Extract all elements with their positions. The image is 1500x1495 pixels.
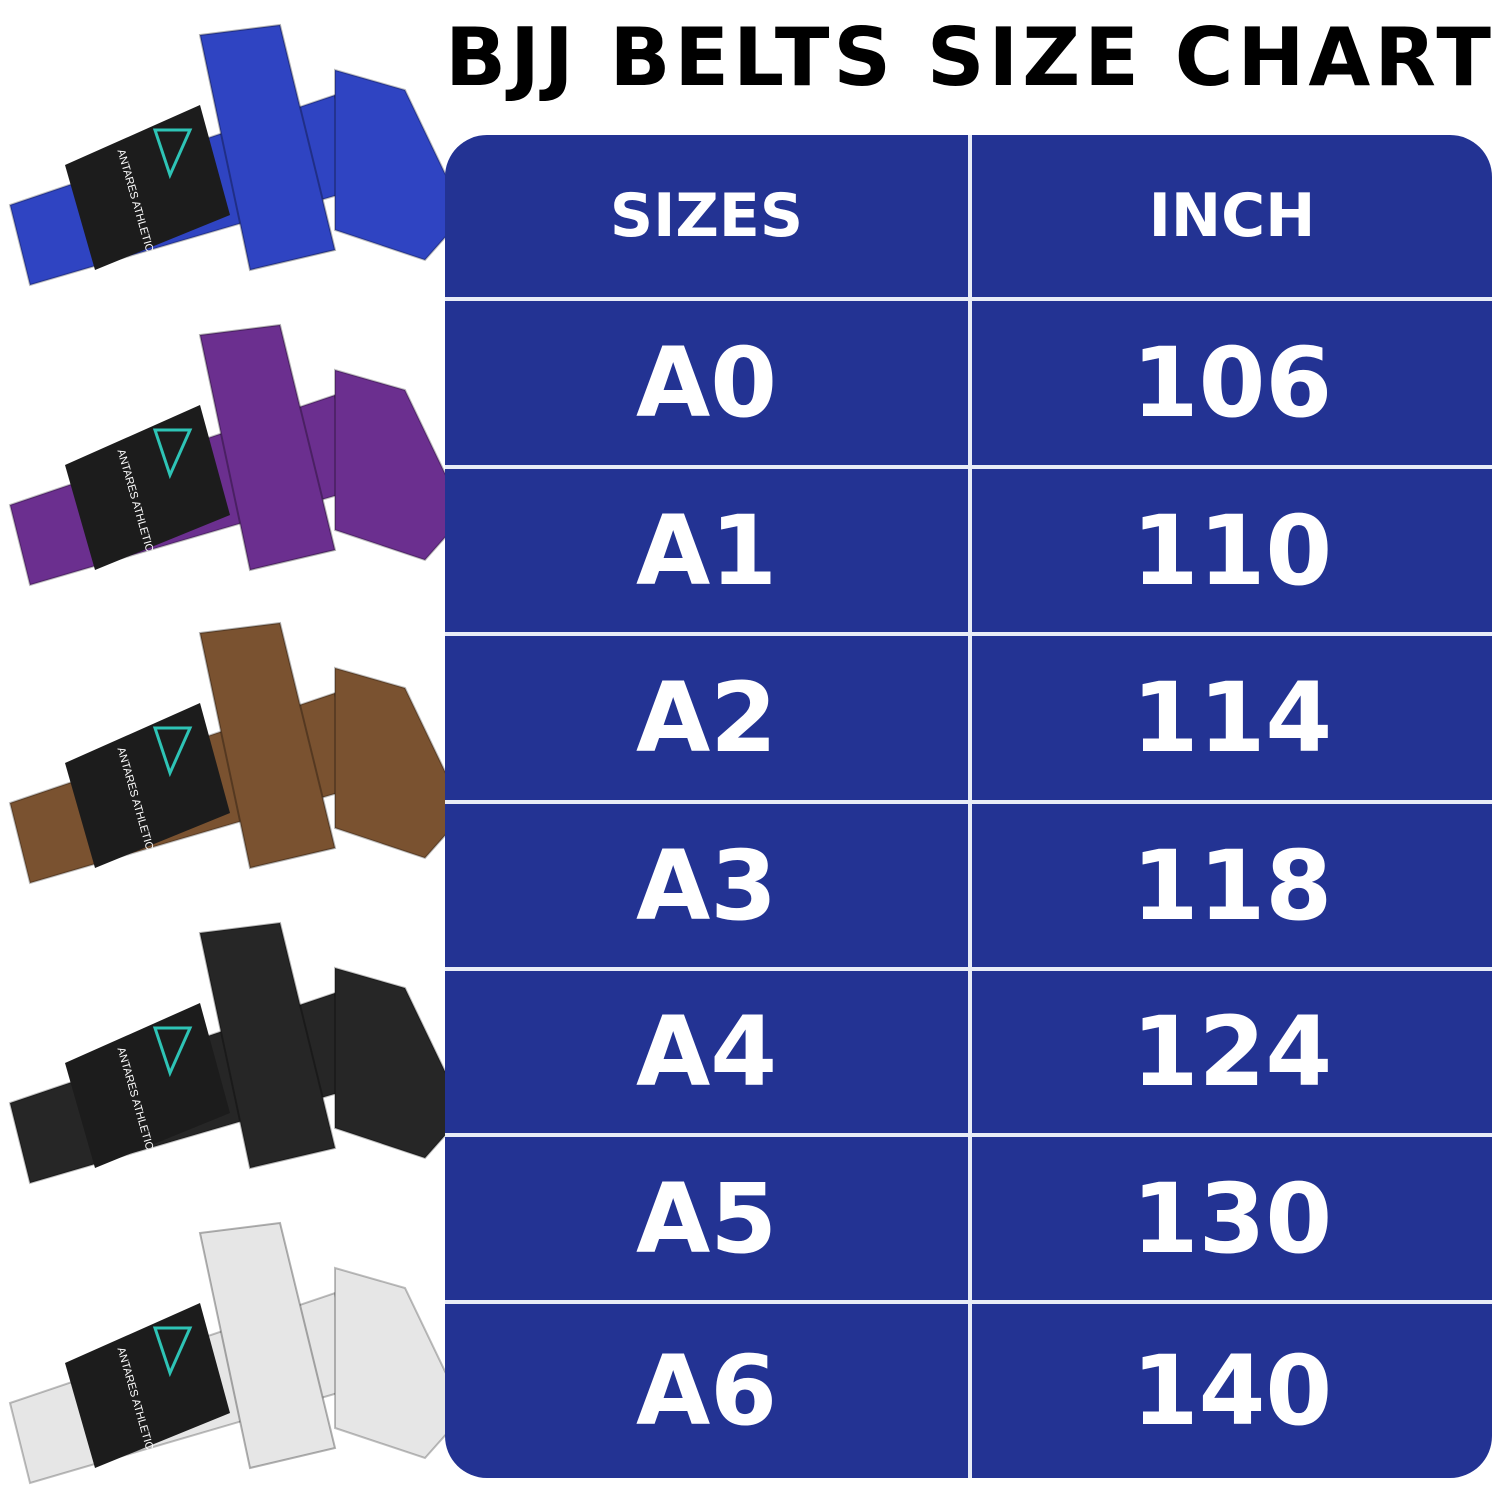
row-divider xyxy=(445,1133,1492,1137)
table-row: A0 106 xyxy=(445,301,1492,465)
brand-label xyxy=(65,405,230,570)
page-title: BJJ BELTS SIZE CHART xyxy=(445,11,1495,104)
brand-logo-icon xyxy=(152,1326,193,1378)
belt-shape: ANTARES ATHLETICS xyxy=(8,1221,467,1485)
size-table: SIZES INCH A0 106 A1 110 A2 114 A3 118 A4 12… xyxy=(445,135,1492,1478)
belt-image: ANTARES ATHLETICS xyxy=(5,598,470,888)
size-cell: A5 xyxy=(635,1162,778,1275)
brand-logo-icon xyxy=(152,128,193,180)
belt-image: ANTARES ATHLETICS xyxy=(5,1198,470,1488)
belt-shape: ANTARES ATHLETICS xyxy=(8,323,467,587)
table-row: A4 124 xyxy=(445,971,1492,1133)
table-row: A5 130 xyxy=(445,1137,1492,1300)
brand-logo-icon xyxy=(152,428,193,480)
column-divider xyxy=(968,135,972,1478)
row-divider xyxy=(445,800,1492,804)
size-cell: A4 xyxy=(635,996,778,1108)
inch-cell: 124 xyxy=(1131,996,1333,1108)
belt-image: ANTARES ATHLETICS xyxy=(5,898,470,1188)
belt-image: ANTARES ATHLETICS xyxy=(5,0,470,290)
inch-cell: 140 xyxy=(1131,1335,1333,1447)
row-divider xyxy=(445,967,1492,971)
row-divider xyxy=(445,1300,1492,1304)
table-row: A6 140 xyxy=(445,1304,1492,1478)
brand-logo-icon xyxy=(152,1026,193,1078)
table-row: A3 118 xyxy=(445,804,1492,967)
size-cell: A0 xyxy=(635,327,778,439)
brand-label xyxy=(65,703,230,868)
size-cell: A1 xyxy=(635,494,778,607)
table-header-row: SIZES INCH xyxy=(445,135,1492,297)
inch-cell: 114 xyxy=(1131,662,1333,774)
belt-image: ANTARES ATHLETICS xyxy=(5,300,470,590)
header-sizes: SIZES xyxy=(609,181,804,251)
size-cell: A2 xyxy=(635,662,778,774)
inch-cell: 130 xyxy=(1131,1162,1333,1275)
brand-label xyxy=(65,1303,230,1468)
belt-shape: ANTARES ATHLETICS xyxy=(8,621,467,885)
brand-label xyxy=(65,105,230,270)
inch-cell: 118 xyxy=(1131,829,1333,942)
row-divider xyxy=(445,297,1492,301)
inch-cell: 110 xyxy=(1131,494,1333,607)
belt-shape: ANTARES ATHLETICS xyxy=(8,23,467,287)
row-divider xyxy=(445,632,1492,636)
row-divider xyxy=(445,465,1492,469)
inch-cell: 106 xyxy=(1131,327,1333,439)
header-inch: INCH xyxy=(1148,181,1316,251)
table-row: A2 114 xyxy=(445,636,1492,800)
table-row: A1 110 xyxy=(445,469,1492,632)
belt-shape: ANTARES ATHLETICS xyxy=(8,921,467,1185)
brand-logo-icon xyxy=(152,726,193,778)
brand-label xyxy=(65,1003,230,1168)
size-cell: A6 xyxy=(635,1335,778,1447)
size-cell: A3 xyxy=(635,829,778,942)
